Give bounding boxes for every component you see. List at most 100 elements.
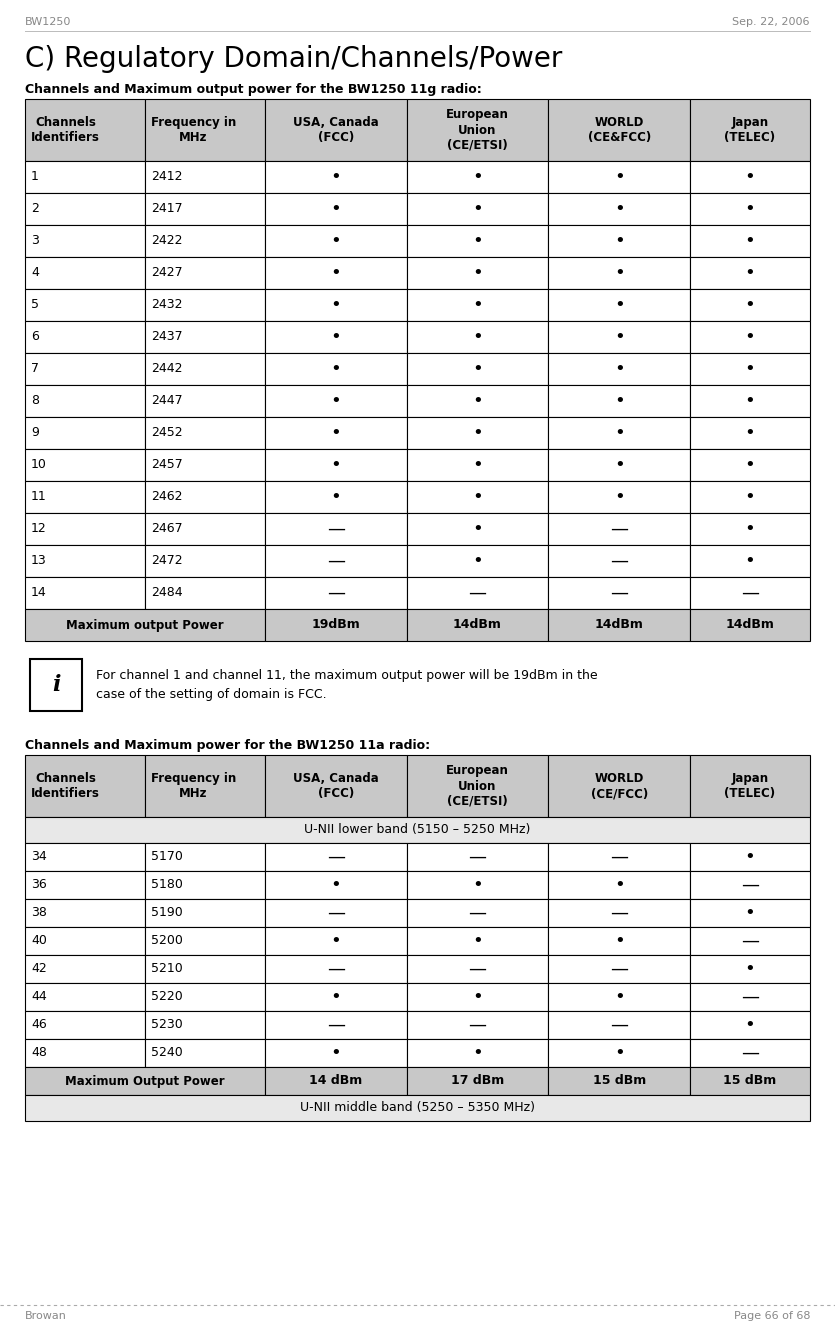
- Text: —: —: [468, 1016, 487, 1034]
- Bar: [25, 755, 145, 817]
- Text: 15 dBm: 15 dBm: [723, 1074, 777, 1087]
- Text: 2432: 2432: [151, 298, 182, 311]
- Text: •: •: [745, 520, 756, 538]
- Bar: [25, 257, 145, 289]
- Bar: [25, 1095, 810, 1121]
- Bar: [549, 257, 690, 289]
- Text: Frequency in
MHz: Frequency in MHz: [151, 116, 236, 144]
- Bar: [690, 353, 810, 385]
- Bar: [690, 449, 810, 480]
- Bar: [145, 578, 265, 610]
- Text: 2: 2: [31, 202, 39, 216]
- Bar: [407, 544, 549, 578]
- Text: 2422: 2422: [151, 234, 182, 248]
- Text: •: •: [331, 457, 342, 474]
- Text: —: —: [741, 584, 759, 602]
- Text: Japan
(TELEC): Japan (TELEC): [725, 772, 776, 800]
- Text: Channels and Maximum power for the BW1250 11a radio:: Channels and Maximum power for the BW125…: [25, 739, 430, 752]
- Text: •: •: [331, 200, 342, 218]
- Text: •: •: [745, 848, 756, 866]
- Bar: [549, 417, 690, 449]
- Bar: [690, 755, 810, 817]
- Bar: [265, 512, 407, 544]
- Bar: [690, 417, 810, 449]
- Text: 10: 10: [31, 458, 47, 471]
- Bar: [145, 193, 265, 225]
- Text: 5240: 5240: [151, 1046, 183, 1059]
- Bar: [265, 898, 407, 926]
- Text: •: •: [331, 232, 342, 250]
- Text: 5170: 5170: [151, 851, 183, 864]
- Text: 44: 44: [31, 990, 47, 1004]
- Bar: [25, 843, 145, 870]
- Text: —: —: [741, 876, 759, 894]
- Text: •: •: [472, 520, 483, 538]
- Bar: [25, 225, 145, 257]
- Text: •: •: [614, 359, 625, 378]
- Bar: [25, 161, 145, 193]
- Text: —: —: [610, 848, 628, 866]
- Bar: [407, 193, 549, 225]
- Text: 4: 4: [31, 266, 39, 280]
- Text: 15 dBm: 15 dBm: [593, 1074, 645, 1087]
- Text: •: •: [614, 425, 625, 442]
- Bar: [549, 193, 690, 225]
- Text: •: •: [745, 359, 756, 378]
- Bar: [265, 755, 407, 817]
- Bar: [690, 480, 810, 512]
- Bar: [549, 984, 690, 1012]
- Bar: [549, 843, 690, 870]
- Text: 5200: 5200: [151, 934, 183, 948]
- Text: 14 dBm: 14 dBm: [309, 1074, 362, 1087]
- Text: •: •: [331, 876, 342, 894]
- Text: •: •: [331, 393, 342, 410]
- Text: •: •: [331, 1044, 342, 1062]
- Text: —: —: [326, 1016, 345, 1034]
- Bar: [549, 870, 690, 898]
- Bar: [265, 193, 407, 225]
- Bar: [25, 578, 145, 610]
- Text: •: •: [472, 552, 483, 570]
- Bar: [25, 870, 145, 898]
- Text: WORLD
(CE&FCC): WORLD (CE&FCC): [588, 116, 650, 144]
- Text: •: •: [745, 264, 756, 282]
- Bar: [549, 289, 690, 321]
- Text: •: •: [331, 932, 342, 950]
- Bar: [265, 984, 407, 1012]
- Text: •: •: [472, 200, 483, 218]
- Bar: [690, 289, 810, 321]
- Text: 3: 3: [31, 234, 39, 248]
- Text: —: —: [610, 1016, 628, 1034]
- Bar: [549, 512, 690, 544]
- Bar: [265, 289, 407, 321]
- Text: •: •: [472, 457, 483, 474]
- Text: •: •: [614, 488, 625, 506]
- Bar: [407, 1012, 549, 1040]
- Bar: [145, 1012, 265, 1040]
- Bar: [407, 610, 549, 642]
- Text: 17 dBm: 17 dBm: [451, 1074, 504, 1087]
- Text: •: •: [614, 393, 625, 410]
- Text: •: •: [472, 876, 483, 894]
- Bar: [549, 755, 690, 817]
- Text: —: —: [468, 848, 487, 866]
- Bar: [145, 289, 265, 321]
- Text: 2472: 2472: [151, 555, 183, 567]
- Bar: [145, 385, 265, 417]
- Bar: [25, 956, 145, 984]
- Text: •: •: [472, 295, 483, 314]
- Bar: [407, 984, 549, 1012]
- Text: 5220: 5220: [151, 990, 183, 1004]
- Text: For channel 1 and channel 11, the maximum output power will be 19dBm in the
case: For channel 1 and channel 11, the maximu…: [96, 669, 598, 701]
- Text: —: —: [610, 552, 628, 570]
- Text: •: •: [614, 295, 625, 314]
- Text: •: •: [331, 425, 342, 442]
- Text: —: —: [468, 584, 487, 602]
- Text: •: •: [745, 552, 756, 570]
- Text: •: •: [614, 200, 625, 218]
- Bar: [145, 956, 265, 984]
- Bar: [407, 449, 549, 480]
- Text: —: —: [468, 904, 487, 922]
- Text: Browan: Browan: [25, 1311, 67, 1320]
- Bar: [407, 225, 549, 257]
